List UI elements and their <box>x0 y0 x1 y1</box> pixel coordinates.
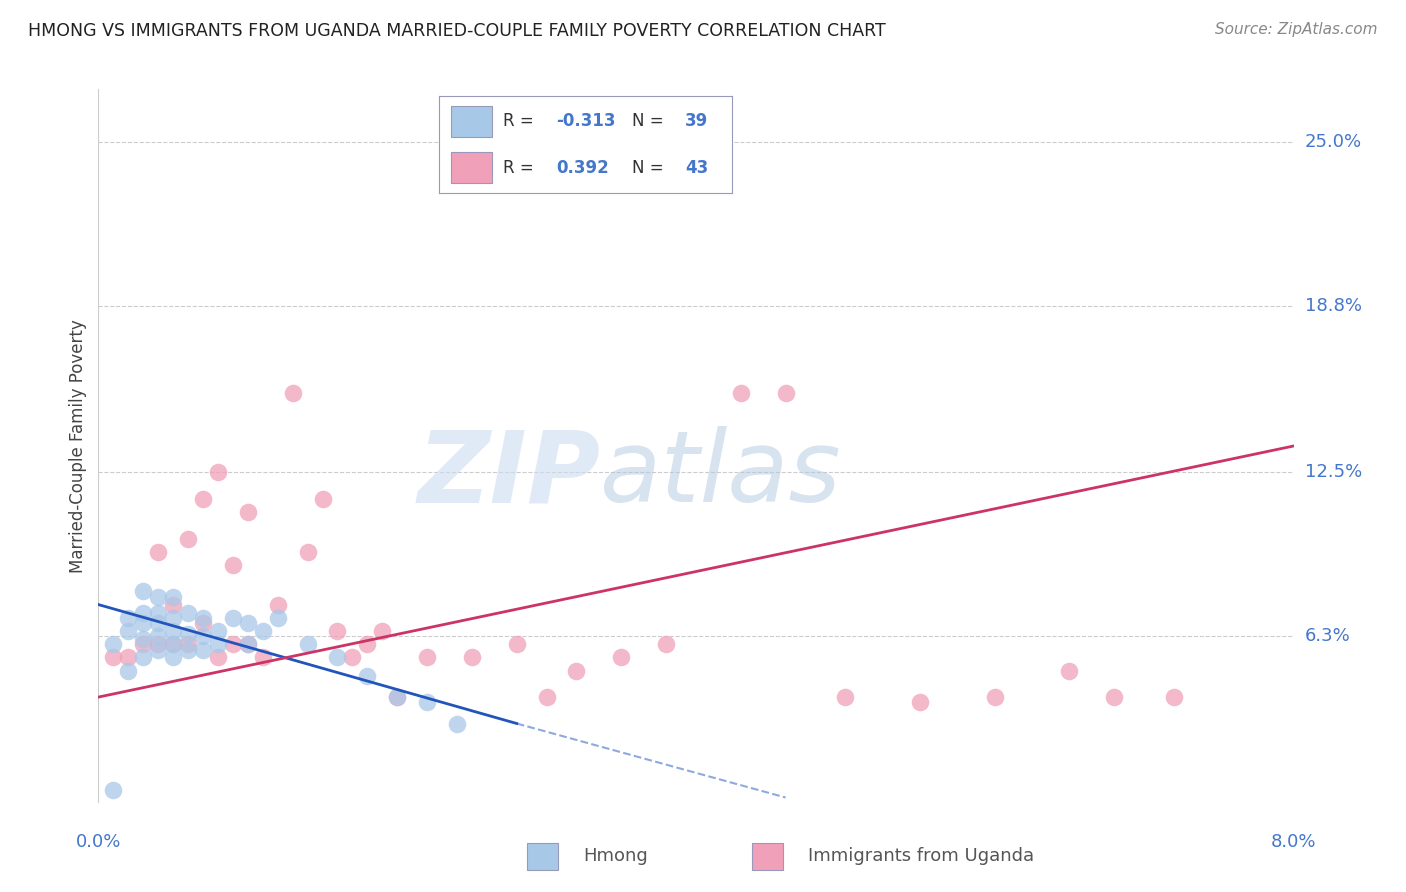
Point <box>162 598 184 612</box>
Point <box>252 624 274 638</box>
Text: Source: ZipAtlas.com: Source: ZipAtlas.com <box>1215 22 1378 37</box>
Text: Hmong: Hmong <box>583 847 648 865</box>
Point <box>267 611 290 625</box>
Point <box>236 505 259 519</box>
Point <box>148 642 170 657</box>
Point <box>191 491 214 506</box>
Point <box>371 624 394 638</box>
Point <box>356 669 378 683</box>
Point <box>416 650 439 665</box>
Point <box>148 545 170 559</box>
Point <box>207 637 229 651</box>
Text: atlas: atlas <box>600 426 842 523</box>
Point <box>191 611 214 625</box>
Point <box>148 629 170 643</box>
Point <box>356 637 378 651</box>
Point <box>148 606 170 620</box>
Text: 25.0%: 25.0% <box>1305 133 1362 151</box>
Point <box>177 626 200 640</box>
Point <box>834 690 856 704</box>
Point <box>132 632 155 646</box>
Point <box>162 637 184 651</box>
Point <box>207 466 229 480</box>
Point <box>281 386 304 401</box>
Point <box>565 664 588 678</box>
Text: Immigrants from Uganda: Immigrants from Uganda <box>808 847 1035 865</box>
Point <box>148 590 170 604</box>
Point <box>207 650 229 665</box>
Point <box>252 650 274 665</box>
Point <box>655 637 678 651</box>
Point <box>775 386 797 401</box>
Point <box>297 545 319 559</box>
Point <box>385 690 409 704</box>
Point <box>536 690 558 704</box>
Point <box>222 558 245 572</box>
Y-axis label: Married-Couple Family Poverty: Married-Couple Family Poverty <box>69 319 87 573</box>
Point <box>416 695 439 709</box>
Point <box>1059 664 1081 678</box>
Point <box>117 664 139 678</box>
Point <box>177 637 200 651</box>
Point <box>132 637 155 651</box>
Point <box>103 782 125 797</box>
Point <box>177 642 200 657</box>
Point <box>191 642 214 657</box>
Point <box>103 637 125 651</box>
Point <box>117 650 139 665</box>
Point <box>162 590 184 604</box>
Point <box>326 650 349 665</box>
Point <box>385 690 409 704</box>
Point <box>267 598 290 612</box>
Point <box>222 637 245 651</box>
Point <box>1163 690 1185 704</box>
Point <box>148 637 170 651</box>
Point <box>132 616 155 631</box>
Point <box>610 650 633 665</box>
Point <box>730 386 752 401</box>
Point <box>236 616 259 631</box>
Point <box>177 532 200 546</box>
Point <box>222 611 245 625</box>
Point <box>162 650 184 665</box>
Point <box>236 637 259 651</box>
Point <box>162 637 184 651</box>
Text: 18.8%: 18.8% <box>1305 297 1361 315</box>
Point <box>162 611 184 625</box>
Point <box>506 637 529 651</box>
Point <box>162 624 184 638</box>
Text: ZIP: ZIP <box>418 426 600 523</box>
Point <box>908 695 931 709</box>
Point <box>191 616 214 631</box>
Point <box>103 650 125 665</box>
Point <box>177 606 200 620</box>
Point <box>297 637 319 651</box>
Point <box>191 629 214 643</box>
Point <box>311 491 333 506</box>
Point <box>461 650 484 665</box>
Point <box>1102 690 1125 704</box>
Point <box>326 624 349 638</box>
Point <box>207 624 229 638</box>
Point <box>132 650 155 665</box>
Point <box>685 167 707 181</box>
Text: 6.3%: 6.3% <box>1305 627 1350 645</box>
Text: HMONG VS IMMIGRANTS FROM UGANDA MARRIED-COUPLE FAMILY POVERTY CORRELATION CHART: HMONG VS IMMIGRANTS FROM UGANDA MARRIED-… <box>28 22 886 40</box>
Point <box>148 616 170 631</box>
Point <box>342 650 364 665</box>
Point <box>117 624 139 638</box>
Text: 0.0%: 0.0% <box>76 833 121 851</box>
Point <box>132 606 155 620</box>
Point <box>117 611 139 625</box>
Text: 12.5%: 12.5% <box>1305 464 1362 482</box>
Point <box>132 584 155 599</box>
Point <box>236 637 259 651</box>
Point <box>446 716 468 731</box>
Point <box>983 690 1005 704</box>
Text: 8.0%: 8.0% <box>1271 833 1316 851</box>
